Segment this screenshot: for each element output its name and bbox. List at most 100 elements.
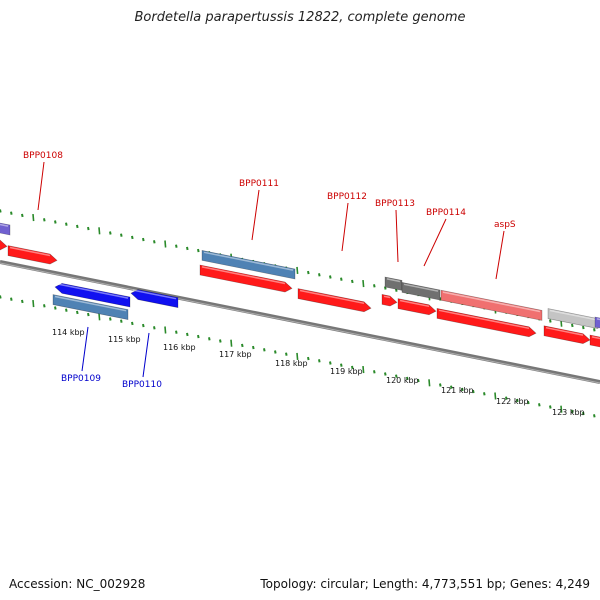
lower-tick: [241, 343, 244, 348]
lower-tick: [549, 405, 552, 409]
label-leader: [395, 209, 399, 263]
scale-label: 116 kbp: [163, 343, 196, 352]
lower-tick: [373, 370, 376, 374]
gene-feature-shape: [0, 239, 8, 251]
gene-feature-highlight: [399, 299, 430, 308]
accession-text: Accession: NC_002928: [9, 577, 146, 591]
gene-feature: [589, 334, 600, 348]
lower-tick: [175, 330, 178, 334]
gene-feature: [52, 294, 129, 320]
upper-tick: [54, 220, 57, 224]
upper-tick: [582, 325, 585, 330]
lower-tick: [10, 297, 13, 301]
gene-feature: [0, 222, 11, 236]
upper-tick: [0, 209, 2, 213]
gene-feature-shape: [543, 325, 591, 344]
lower-tick: [21, 299, 24, 304]
gene-feature-highlight: [56, 283, 129, 299]
lower-tick: [362, 366, 365, 374]
lower-tick: [54, 306, 57, 310]
lower-tick: [230, 339, 233, 347]
gene-label: BPP0110: [122, 380, 162, 390]
upper-tick: [307, 270, 310, 275]
lower-tick: [560, 405, 563, 413]
backbone-highlight: [0, 262, 600, 384]
gene-feature-shape: [381, 294, 398, 307]
gene-label: BPP0108: [23, 151, 63, 161]
gene-feature-shape: [52, 294, 129, 320]
scale-label: 118 kbp: [275, 359, 308, 368]
lower-tick: [285, 352, 288, 356]
upper-tick: [98, 227, 101, 235]
lower-tick: [0, 295, 2, 299]
lower-tick: [219, 339, 222, 343]
gene-label: BPP0114: [426, 208, 466, 218]
gene-feature: [397, 298, 437, 316]
gene-feature-shape: [130, 289, 179, 308]
upper-tick: [32, 214, 35, 222]
upper-tick: [76, 224, 79, 229]
lower-tick: [318, 359, 321, 363]
upper-tick: [318, 273, 321, 277]
upper-tick: [296, 266, 299, 274]
gene-feature-highlight: [383, 295, 391, 299]
lower-tick: [384, 372, 387, 376]
gene-feature-highlight: [299, 289, 365, 305]
backbone-line: [0, 260, 600, 384]
upper-tick: [43, 218, 46, 222]
gene-feature-shape: [397, 298, 437, 316]
gene-feature-shape: [7, 245, 58, 265]
gene-feature: [547, 308, 599, 329]
lower-tick: [131, 321, 134, 326]
lower-tick: [538, 403, 541, 407]
gene-feature: [384, 276, 403, 291]
scale-label: 115 kbp: [108, 335, 141, 344]
gene-feature: [543, 325, 591, 344]
lower-tick: [571, 409, 574, 414]
gene-feature-highlight: [442, 291, 541, 313]
topology-text: Topology: circular; Length: 4,773,551 bp…: [260, 577, 590, 591]
gene-feature: [381, 294, 398, 307]
upper-tick: [186, 246, 189, 251]
upper-tick: [351, 279, 354, 284]
lower-tick: [406, 376, 409, 381]
lower-tick: [439, 383, 442, 387]
lower-tick: [483, 392, 486, 396]
lower-tick: [516, 398, 519, 403]
upper-tick: [164, 240, 167, 248]
gene-feature: [199, 264, 293, 293]
gene-feature-shape: [589, 334, 600, 348]
upper-tick: [362, 280, 365, 288]
gene-feature: [297, 288, 372, 313]
lower-tick: [76, 310, 79, 315]
lower-tick: [340, 363, 343, 367]
lower-tick: [296, 352, 299, 360]
scale-label: 117 kbp: [219, 350, 252, 359]
scale-label: 121 kbp: [441, 386, 474, 395]
gene-feature-highlight: [54, 295, 127, 312]
gene-features: [0, 222, 600, 348]
upper-tick: [329, 275, 332, 279]
upper-tick: [87, 226, 90, 231]
lower-tick: [153, 326, 156, 330]
label-leader: [251, 189, 260, 241]
lower-tick: [87, 312, 90, 317]
lower-tick: [505, 396, 508, 400]
gene-feature-shape: [436, 308, 537, 338]
label-leader: [423, 218, 447, 267]
gene-feature: [54, 283, 131, 308]
scale-label: 120 kbp: [386, 376, 419, 385]
lower-tick: [43, 304, 46, 308]
label-leader: [341, 202, 349, 252]
gene-feature: [201, 250, 296, 280]
upper-tick: [593, 328, 596, 332]
lower-tick: [120, 319, 123, 323]
lower-tick: [197, 334, 200, 339]
gene-label: aspS: [494, 220, 516, 230]
gene-feature-highlight: [549, 309, 597, 321]
label-leader: [142, 332, 150, 378]
upper-tick: [153, 240, 156, 244]
gene-feature-highlight: [386, 278, 401, 283]
gene-feature-highlight: [438, 309, 530, 330]
